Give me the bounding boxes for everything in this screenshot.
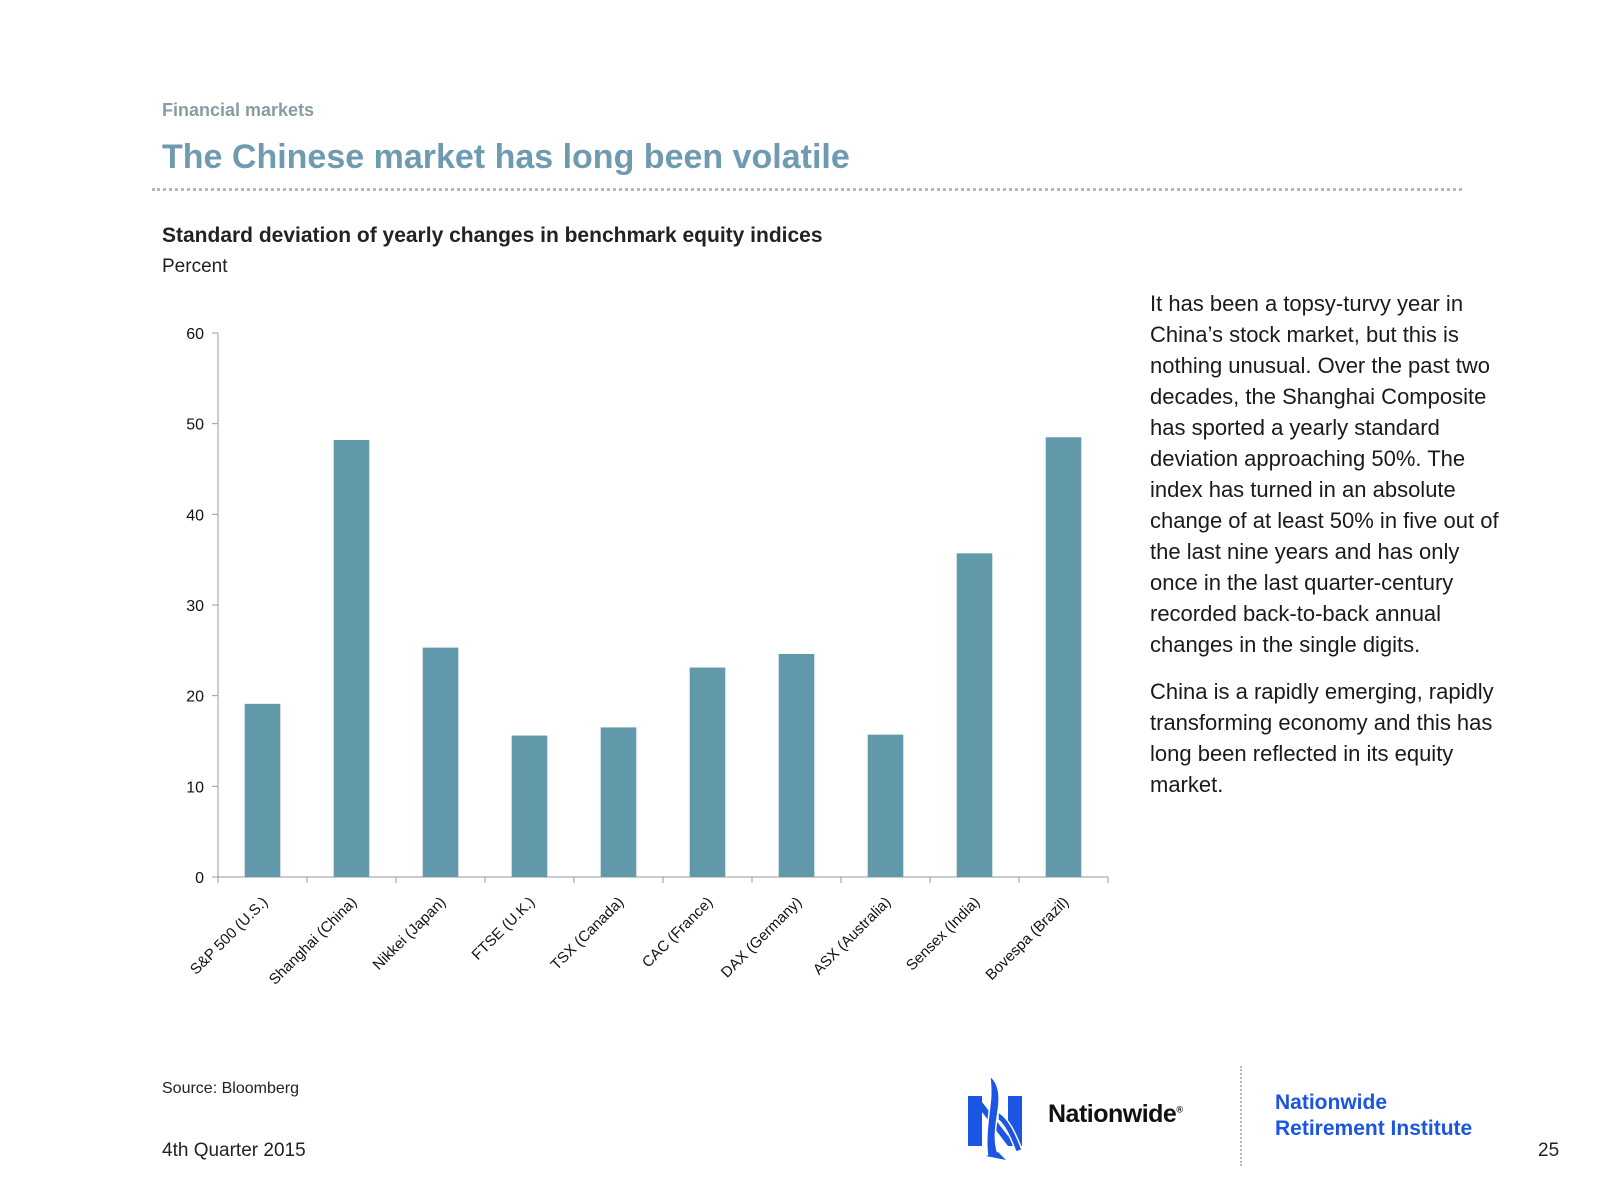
bar — [867, 734, 904, 877]
institute-line-1: Nationwide — [1275, 1091, 1388, 1114]
bar — [422, 647, 459, 877]
bar — [956, 553, 993, 877]
bar — [1045, 437, 1082, 877]
y-tick-label: 40 — [186, 507, 204, 524]
source-note: Source: Bloomberg — [162, 1080, 299, 1097]
institute-line-2: Retirement Institute — [1275, 1117, 1473, 1140]
footer-date: 4th Quarter 2015 — [162, 1140, 306, 1161]
footer-divider — [1240, 1066, 1242, 1166]
institute-name: Nationwide Retirement Institute — [1275, 1090, 1472, 1142]
y-tick-label: 50 — [186, 417, 204, 434]
commentary: It has been a topsy-turvy year in China’… — [1150, 288, 1502, 816]
commentary-paragraph-1: It has been a topsy-turvy year in China’… — [1150, 291, 1499, 657]
x-tick-label: Nikkei (Japan) — [370, 894, 450, 974]
commentary-paragraph-2: China is a rapidly emerging, rapidly tra… — [1150, 679, 1494, 797]
x-tick-label: CAC (France) — [639, 894, 716, 971]
section-label: Financial markets — [162, 100, 315, 120]
bar — [689, 667, 726, 877]
registered-mark: ® — [1176, 1104, 1183, 1115]
brand-name-text: Nationwide — [1048, 1100, 1177, 1128]
page-number: 25 — [1538, 1140, 1560, 1161]
bar — [778, 653, 815, 877]
y-tick-label: 20 — [186, 689, 204, 706]
eagle-logo-icon — [968, 1074, 1023, 1160]
chart-title: Standard deviation of yearly changes in … — [162, 224, 823, 247]
chart-unit-label: Percent — [162, 256, 228, 277]
x-tick-label: Shanghai (China) — [266, 894, 361, 989]
x-tick-label: FTSE (U.K.) — [469, 894, 539, 964]
y-tick-label: 60 — [186, 326, 204, 343]
brand-name: Nationwide® — [1048, 1100, 1183, 1129]
bar — [511, 735, 548, 877]
bar — [244, 703, 281, 877]
title-divider — [152, 188, 1462, 191]
bar — [600, 727, 637, 877]
x-tick-label: Sensex (India) — [903, 894, 983, 974]
page-title: The Chinese market has long been volatil… — [162, 138, 850, 176]
x-tick-label: Bovespa (Brazil) — [982, 894, 1072, 984]
x-tick-label: DAX (Germany) — [718, 894, 805, 981]
bar — [333, 439, 370, 877]
bar-chart: 0 10 20 30 40 50 60 S&P 500 (U.S.)Shanghai (Chi… — [186, 326, 1109, 989]
x-tick-label: S&P 500 (U.S.) — [187, 894, 271, 978]
y-tick-label: 10 — [186, 779, 204, 796]
y-tick-label: 0 — [195, 870, 204, 887]
x-tick-label: TSX (Canada) — [548, 894, 628, 974]
y-tick-label: 30 — [186, 598, 204, 615]
x-tick-label: ASX (Australia) — [810, 894, 895, 979]
